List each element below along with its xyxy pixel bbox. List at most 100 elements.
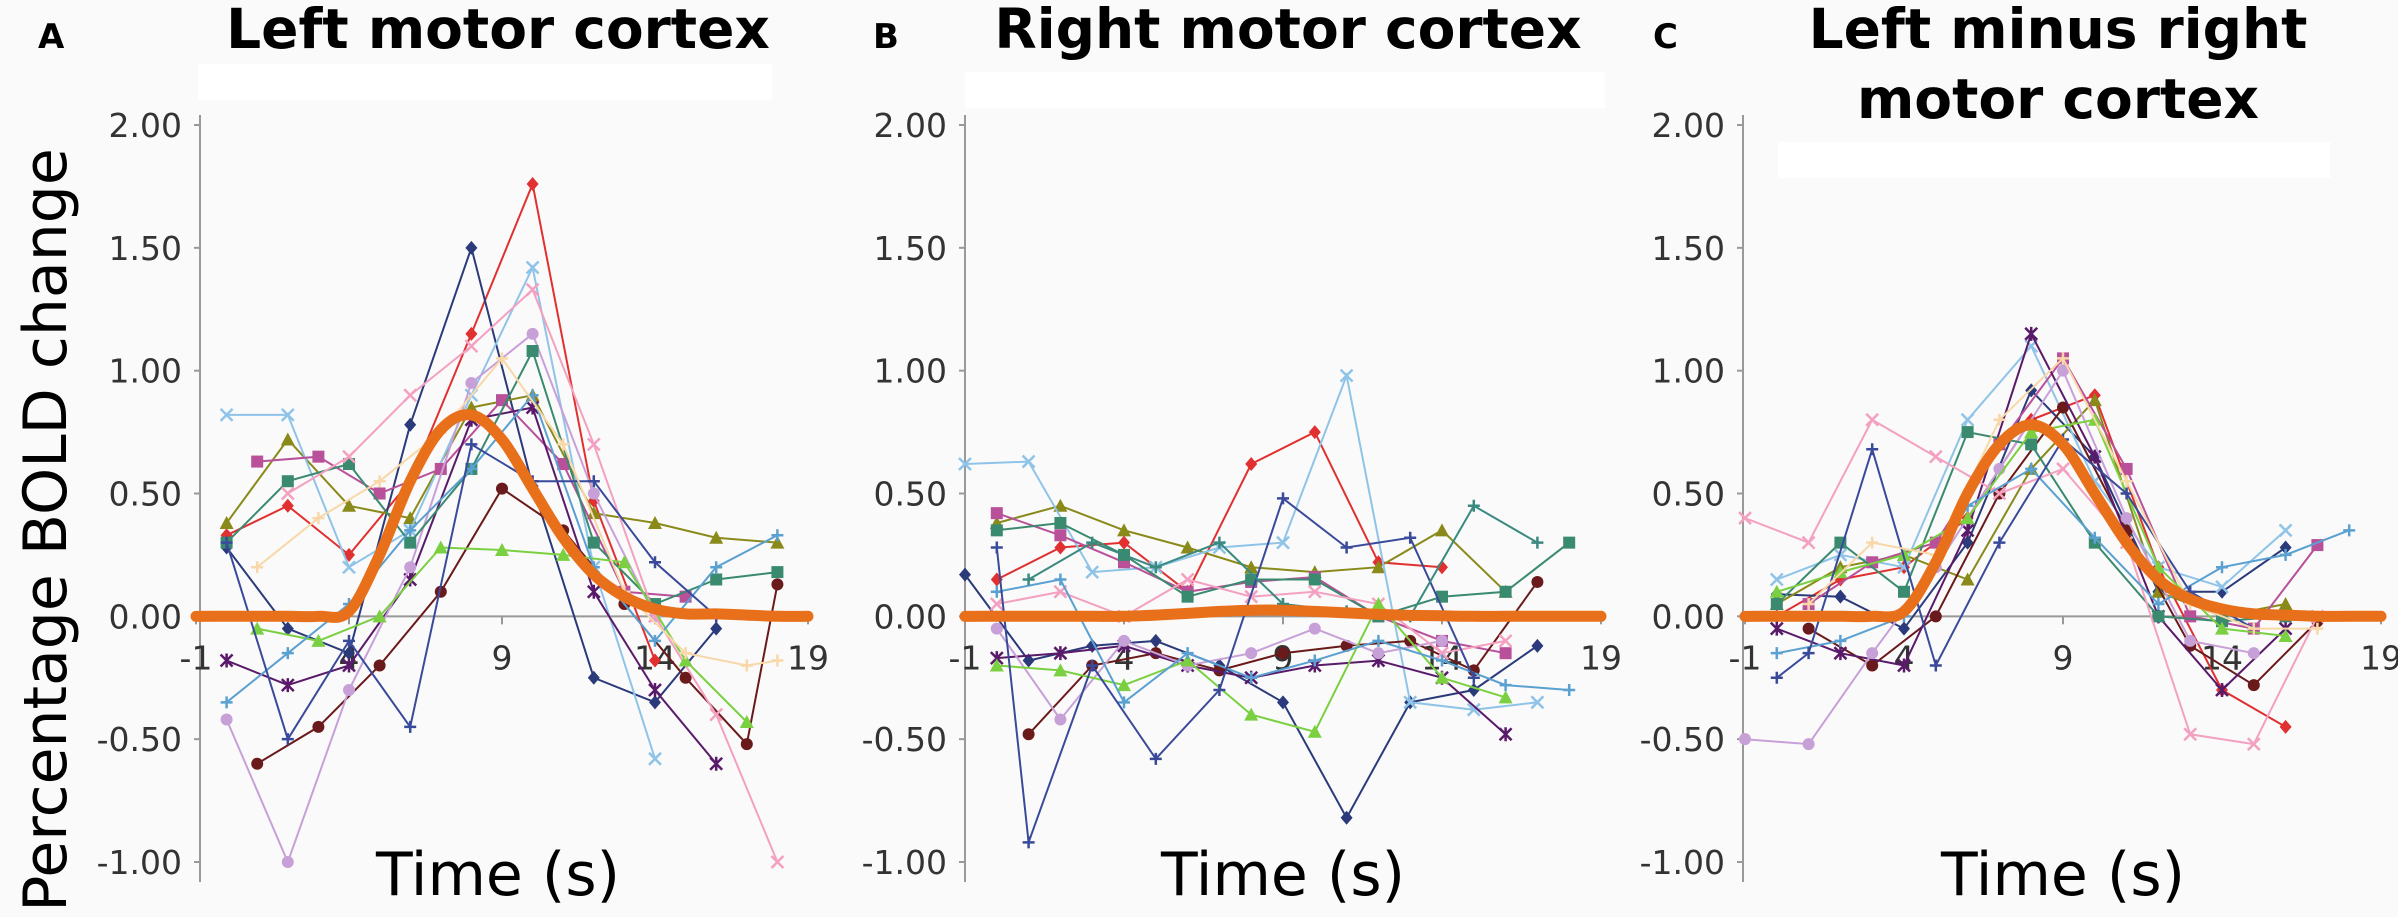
- data-point: [1802, 647, 1815, 660]
- data-point: [2311, 622, 2324, 635]
- data-point: [1340, 541, 1353, 554]
- data-point: [1339, 368, 1354, 383]
- data-point: [679, 671, 692, 684]
- data-point: [465, 240, 478, 255]
- series-line: [995, 627, 1443, 722]
- panel-title-c-line-2: motor cortex: [1857, 67, 2259, 131]
- data-point: [1213, 684, 1226, 697]
- data-point: [648, 683, 662, 698]
- data-point: [2279, 548, 2292, 561]
- y-tick-label: -1.00: [97, 843, 182, 882]
- data-point: [1833, 646, 1848, 661]
- data-point: [1466, 702, 1481, 717]
- data-point: [679, 647, 692, 660]
- data-point: [312, 720, 325, 733]
- data-point: [1866, 647, 1879, 660]
- data-point: [1213, 536, 1226, 549]
- data-point: [740, 738, 753, 751]
- data-point: [709, 530, 724, 544]
- panel-title-a: Left motor cortex: [226, 0, 770, 61]
- data-point: [526, 176, 539, 191]
- data-point: [280, 432, 295, 446]
- data-point: [1372, 634, 1385, 647]
- data-point: [740, 659, 753, 672]
- data-point: [1404, 531, 1417, 544]
- data-point: [1181, 647, 1194, 660]
- series-line: [256, 487, 779, 765]
- model-fit-curve: [1739, 419, 2387, 623]
- data-point: [959, 567, 971, 582]
- data-point: [1276, 535, 1290, 550]
- series-line: [1744, 418, 2319, 746]
- data-point: [1833, 565, 1848, 579]
- data-point: [2120, 487, 2133, 500]
- data-point: [1372, 647, 1385, 660]
- y-tick-label: -1.00: [1640, 843, 1725, 882]
- data-point: [1834, 634, 1847, 647]
- y-tick-label: 1.00: [1652, 352, 1725, 391]
- data-point: [709, 707, 724, 722]
- data-point: [1993, 536, 2006, 549]
- data-point: [1371, 560, 1386, 574]
- data-point: [1530, 695, 1545, 710]
- y-tick-label: 1.00: [874, 352, 947, 391]
- data-point: [281, 733, 294, 746]
- data-point: [1053, 663, 1068, 677]
- series-line: [225, 332, 656, 865]
- data-point: [1054, 713, 1067, 726]
- data-point: [1834, 589, 1847, 604]
- data-point: [2215, 621, 2229, 635]
- data-point: [496, 482, 508, 495]
- data-point: [2120, 512, 2133, 525]
- series-line: [226, 264, 656, 760]
- data-point: [465, 438, 478, 451]
- data-point: [343, 634, 355, 647]
- data-point: [280, 408, 295, 422]
- title-band-c: [1778, 142, 2330, 178]
- data-point: [1436, 560, 1448, 575]
- data-point: [1022, 836, 1035, 849]
- data-point: [2246, 737, 2261, 751]
- data-point: [1307, 584, 1322, 599]
- data-point: [1960, 511, 1975, 525]
- data-point: [2025, 462, 2038, 475]
- x-tick-label: 4: [1894, 638, 1915, 677]
- y-tick-label: 0.50: [1652, 475, 1725, 514]
- data-point: [1961, 535, 1974, 550]
- data-point: [1769, 572, 1784, 587]
- y-tick-label: -0.50: [862, 720, 947, 759]
- data-point: [771, 654, 784, 667]
- data-point: [587, 536, 600, 549]
- data-point: [1499, 647, 1512, 660]
- data-point: [433, 540, 448, 554]
- data-point: [587, 487, 600, 500]
- data-point: [1833, 548, 1848, 562]
- x-tick-label: 19: [787, 638, 829, 677]
- data-point: [311, 633, 326, 647]
- data-point: [989, 597, 1004, 611]
- y-tick-label: 0.50: [874, 475, 947, 514]
- data-point: [2278, 628, 2293, 642]
- data-point: [281, 647, 294, 660]
- model-fit-curve: [959, 604, 1607, 622]
- data-point: [648, 751, 662, 766]
- data-point: [2024, 326, 2039, 341]
- data-point: [587, 670, 600, 685]
- data-point: [1498, 727, 1513, 742]
- data-point: [312, 512, 325, 525]
- y-tick-label: -0.50: [97, 720, 182, 759]
- data-point: [1467, 671, 1480, 684]
- data-point: [403, 388, 418, 403]
- data-point: [1371, 597, 1386, 611]
- data-point: [1960, 572, 1975, 586]
- data-point: [1117, 678, 1131, 692]
- data-point: [1898, 621, 1910, 636]
- data-point: [2120, 462, 2133, 475]
- data-point: [2120, 475, 2133, 488]
- data-point: [404, 720, 417, 733]
- data-point: [771, 566, 784, 579]
- data-point: [220, 696, 233, 709]
- data-point: [281, 856, 294, 868]
- data-point: [1053, 498, 1068, 512]
- data-point: [990, 622, 1003, 635]
